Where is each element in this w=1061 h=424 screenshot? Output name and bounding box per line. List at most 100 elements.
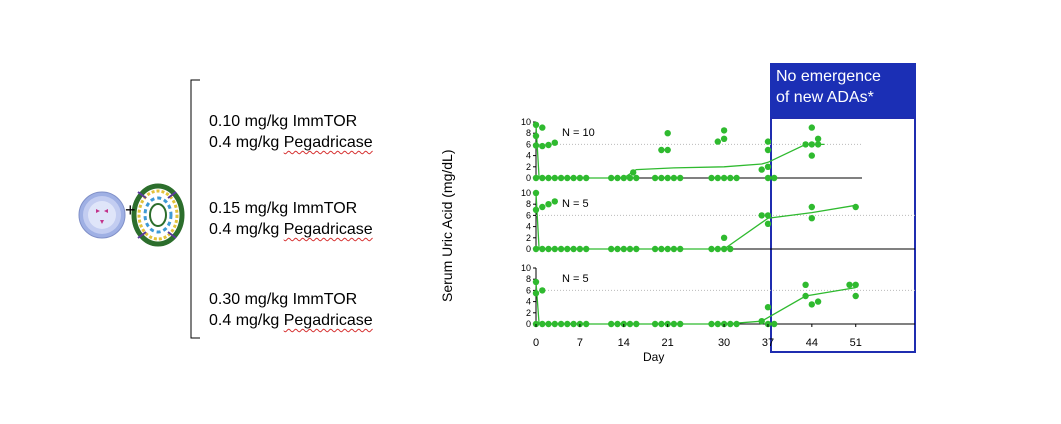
no-new-adas-callout: No emergence of new ADAs*: [770, 63, 916, 118]
immtor-name: ImmTOR: [292, 113, 358, 130]
data-point: [758, 212, 765, 219]
data-point: [764, 304, 772, 311]
data-point: [539, 287, 546, 294]
data-point: [532, 174, 540, 182]
x-tick-label: 30: [718, 337, 730, 349]
data-point: [532, 206, 540, 213]
peg-name: Pegadricase: [283, 134, 373, 151]
data-point: [664, 130, 671, 137]
data-point: [670, 245, 678, 253]
data-point: [733, 320, 740, 328]
data-point: [677, 320, 684, 328]
dose-group-1: 0.10 mg/kg ImmTOR 0.4 mg/kg Pegadricase: [209, 111, 373, 153]
data-point: [545, 174, 552, 182]
dose-group-2: 0.15 mg/kg ImmTOR 0.4 mg/kg Pegadricase: [209, 198, 373, 240]
data-point: [808, 215, 815, 222]
data-point: [620, 174, 627, 182]
nanoparticle-icon: [78, 191, 126, 239]
immtor-dose: 0.30 mg/kg: [209, 291, 289, 308]
data-point: [771, 174, 778, 182]
trend-line: [535, 281, 856, 325]
data-point: [720, 174, 728, 182]
data-point: [614, 245, 621, 253]
data-point: [814, 298, 822, 305]
peg-name: Pegadricase: [283, 312, 373, 329]
y-tick-label: 0: [526, 244, 531, 254]
data-point: [764, 163, 772, 170]
immtor-name: ImmTOR: [292, 200, 358, 217]
data-point: [670, 174, 678, 182]
data-point: [633, 320, 640, 328]
x-tick-label: 14: [618, 337, 630, 349]
x-tick-label: 7: [577, 337, 583, 349]
y-tick-label: 2: [526, 308, 531, 318]
drug-illustration: [78, 183, 185, 247]
data-point: [720, 245, 728, 253]
callout-line-2: of new ADAs*: [776, 89, 874, 106]
data-point: [708, 245, 715, 253]
data-point: [808, 203, 815, 211]
dose-bracket: [190, 79, 200, 339]
data-point: [532, 121, 540, 128]
data-point: [532, 278, 540, 286]
x-axis-label: Day: [643, 350, 665, 364]
data-point: [714, 245, 721, 253]
data-point: [727, 174, 734, 182]
y-tick-label: 4: [526, 297, 531, 307]
data-point: [764, 138, 772, 145]
data-point: [808, 124, 815, 131]
y-tick-label: 0: [526, 173, 531, 183]
data-point: [852, 203, 859, 211]
data-point: [758, 166, 765, 173]
data-point: [626, 320, 634, 328]
data-point: [658, 174, 665, 182]
x-tick-label: 51: [850, 337, 862, 349]
data-point: [651, 320, 659, 328]
plus-sign: +: [125, 200, 136, 220]
immtor-name: ImmTOR: [292, 291, 358, 308]
panel-n-label: N = 5: [562, 273, 589, 285]
data-point: [633, 245, 640, 253]
data-point: [658, 146, 665, 154]
data-point: [532, 245, 540, 253]
data-point: [539, 203, 546, 211]
data-point: [551, 245, 558, 253]
data-point: [677, 245, 684, 253]
x-tick-label: 0: [533, 337, 539, 349]
data-point: [539, 142, 546, 150]
data-point: [620, 245, 627, 253]
y-tick-label: 2: [526, 233, 531, 243]
data-point: [758, 318, 765, 325]
data-point: [720, 127, 728, 134]
data-point: [626, 245, 634, 253]
y-tick-label: 10: [521, 117, 531, 127]
y-tick-label: 6: [526, 285, 531, 295]
data-point: [720, 135, 728, 142]
data-point: [802, 281, 809, 288]
y-tick-label: 10: [521, 263, 531, 273]
data-point: [714, 174, 721, 182]
peg-name: Pegadricase: [283, 221, 373, 238]
x-tick-label: 44: [806, 337, 818, 349]
data-point: [714, 320, 721, 328]
data-point: [764, 212, 772, 219]
dose-group-3: 0.30 mg/kg ImmTOR 0.4 mg/kg Pegadricase: [209, 289, 373, 331]
panel-n-label: N = 5: [562, 198, 589, 210]
y-tick-label: 6: [526, 139, 531, 149]
data-point: [808, 152, 815, 159]
y-tick-label: 10: [521, 188, 531, 198]
data-point: [557, 320, 565, 328]
y-tick-label: 8: [526, 128, 531, 138]
data-point: [532, 290, 540, 297]
x-tick-label: 21: [662, 337, 674, 349]
data-point: [664, 245, 671, 253]
data-point: [539, 320, 546, 328]
immtor-dose: 0.10 mg/kg: [209, 113, 289, 130]
data-point: [564, 245, 571, 253]
data-point: [614, 174, 621, 182]
data-point: [771, 320, 778, 328]
data-point: [764, 220, 772, 227]
data-point: [539, 245, 546, 253]
data-point: [570, 320, 577, 328]
